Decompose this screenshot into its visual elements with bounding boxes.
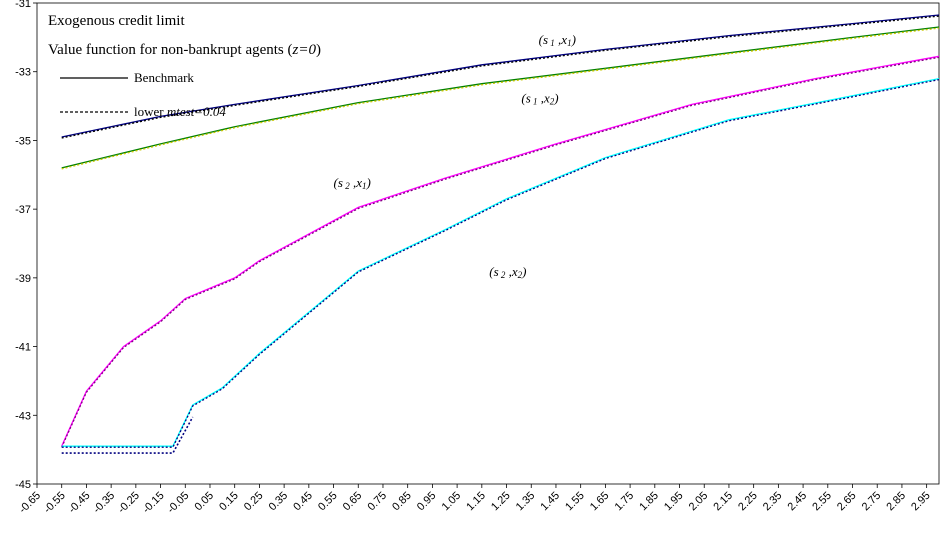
y-tick-label: -43 [15,410,31,422]
x-tick-label: -0.55 [42,490,68,516]
x-tick-label: 1.65 [588,490,612,514]
y-tick-label: -45 [15,479,31,491]
series-lines [61,14,940,454]
x-tick-label: -0.25 [116,490,142,516]
x-tick-label: 1.25 [489,490,513,514]
y-tick-label: -39 [15,273,31,285]
x-tick-label: 1.35 [514,490,538,514]
legend-label-lower: lower mtest=0.04 [134,104,226,119]
legend-lower-italic: mtest=0.04 [167,104,226,119]
x-tick-label: 1.05 [440,490,464,514]
legend-label-benchmark: Benchmark [134,70,194,85]
series-0-benchmark-line [61,14,940,138]
x-tick-label: 1.55 [563,490,587,514]
series-3-benchmark-line [61,77,940,447]
annotation-s1-x2: (s 1 ,x2) [521,91,558,107]
x-tick-label: 0.55 [316,490,340,514]
subtitle-z: z=0 [292,42,317,58]
x-tick-label: 1.85 [637,490,661,514]
annotation-s1-x1: (s 1 ,x1) [539,32,576,48]
x-tick-label: 2.55 [810,490,834,514]
x-tick-label: 1.95 [662,490,686,514]
x-tick-label: -0.15 [140,490,166,516]
x-tick-label: 1.45 [538,490,562,514]
y-axis-ticks: -45 -43 -41 -39 -37 -35 -33 -31 [15,0,37,491]
x-tick-label: 0.95 [415,490,439,514]
x-tick-label: 0.85 [390,490,414,514]
x-tick-label: 0.75 [365,490,389,514]
series-2-benchmark-line [61,55,940,447]
x-tick-label: 0.25 [242,490,266,514]
series-1-lower-line [61,27,940,170]
x-tick-label: 0.35 [267,490,291,514]
y-tick-label: -31 [15,0,31,10]
subtitle-text-b: ) [316,42,321,58]
x-tick-label: 2.95 [909,490,933,514]
x-tick-label: 0.15 [217,490,241,514]
x-tick-label: -0.45 [66,490,92,516]
x-tick-label: -0.65 [17,490,43,516]
x-tick-label: 0.05 [192,490,216,514]
x-axis-ticks: -0.65-0.55-0.45-0.35-0.25-0.15-0.05 0.05 0… [17,484,933,516]
x-tick-label: 0.65 [341,490,365,514]
x-tick-label: 2.45 [786,490,810,514]
legend-lower-text: lower [134,104,167,119]
y-tick-label: -41 [15,342,31,354]
x-tick-label: 2.25 [736,490,760,514]
series-1-benchmark-line [61,26,940,169]
series-0-lower-line [61,15,940,139]
annotation-s2-x2: (s 2 ,x2) [489,264,526,280]
series-3-lower-line [61,78,940,448]
x-tick-label: 2.35 [761,490,785,514]
x-tick-label: -0.35 [91,490,117,516]
y-tick-label: -33 [15,67,31,79]
series-2-lower-line [61,56,940,448]
subtitle-text-a: Value function for non-bankrupt agents ( [48,42,293,58]
x-tick-label: 1.15 [464,490,488,514]
x-tick-label: 0.45 [291,490,315,514]
chart-title: Exogenous credit limit [48,13,185,29]
annotation-s2-x1: (s 2 ,x1) [334,175,371,191]
x-tick-label: 2.75 [860,490,884,514]
x-tick-label: 2.85 [884,490,908,514]
y-tick-label: -37 [15,204,31,216]
x-tick-label: 2.65 [835,490,859,514]
y-tick-label: -35 [15,135,31,147]
x-tick-label: -0.05 [165,490,191,516]
series-4-lower-line [61,416,194,454]
chart-subtitle: Value function for non-bankrupt agents (… [48,42,321,58]
x-tick-label: 1.75 [613,490,637,514]
x-tick-label: 2.15 [711,490,735,514]
x-tick-label: 2.05 [687,490,711,514]
